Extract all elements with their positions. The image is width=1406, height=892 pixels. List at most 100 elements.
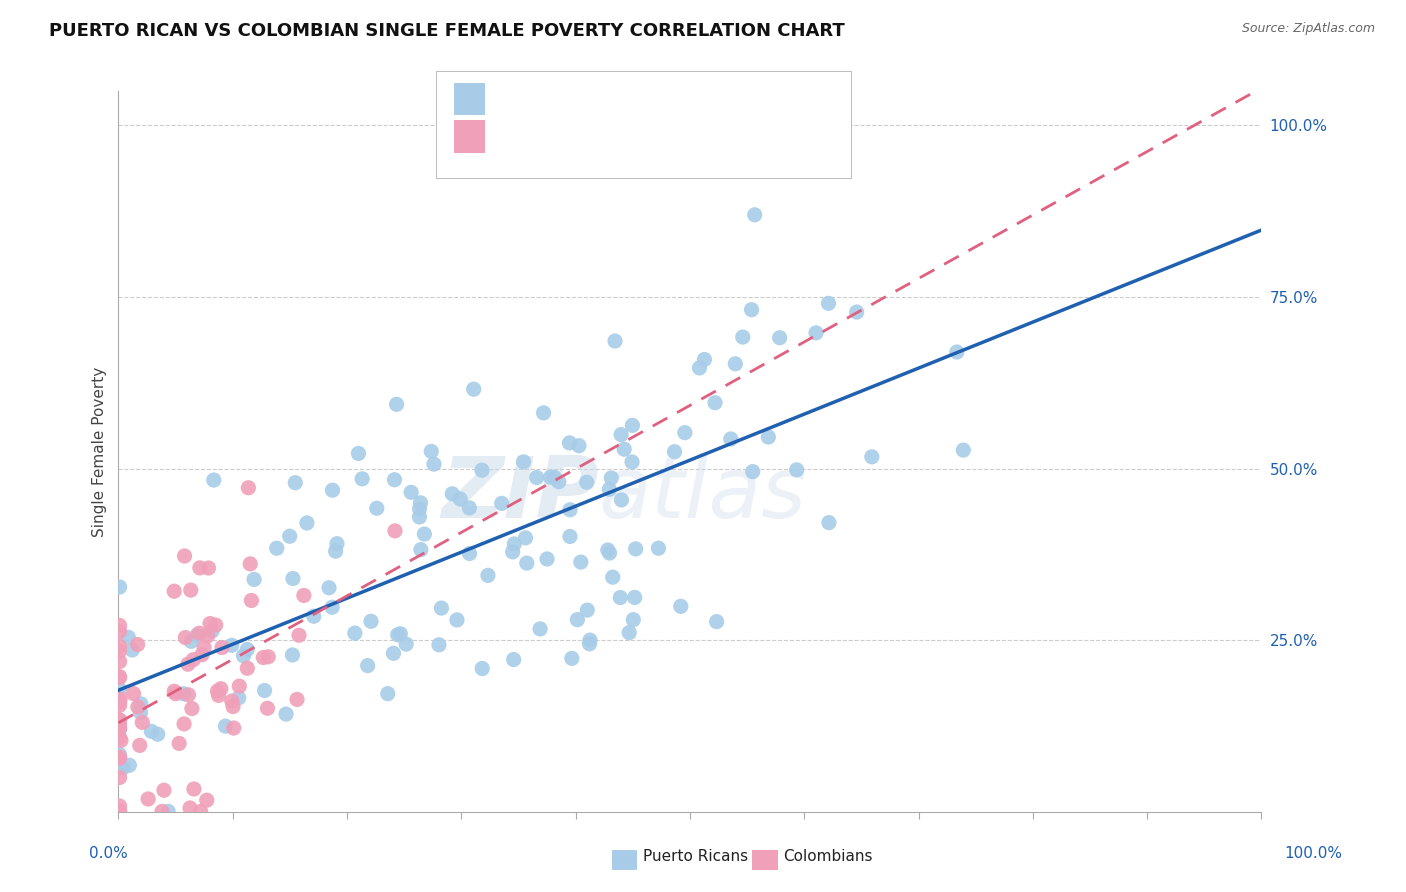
Point (669, 599, 692, 614)
Point (188, 561, 211, 575)
Point (181, 653, 204, 667)
Point (420, 444, 443, 458)
Point (108, 696, 131, 710)
Point (621, 455, 644, 469)
Point (610, 427, 633, 442)
Point (558, 529, 581, 543)
Text: Source: ZipAtlas.com: Source: ZipAtlas.com (1241, 22, 1375, 36)
Point (108, 713, 131, 727)
Point (352, 472, 374, 486)
Point (179, 801, 201, 815)
Point (173, 549, 195, 563)
Point (183, 782, 205, 797)
Point (274, 707, 297, 722)
Point (382, 646, 405, 660)
Point (318, 581, 340, 595)
Point (576, 603, 599, 617)
Text: PUERTO RICAN VS COLOMBIAN SINGLE FEMALE POVERTY CORRELATION CHART: PUERTO RICAN VS COLOMBIAN SINGLE FEMALE … (49, 22, 845, 40)
Point (408, 510, 430, 524)
Point (538, 470, 561, 484)
Point (458, 547, 481, 561)
Point (108, 751, 131, 765)
Point (688, 360, 710, 375)
Point (108, 760, 131, 774)
Point (174, 631, 197, 645)
Point (731, 330, 754, 344)
Point (108, 624, 131, 639)
Point (357, 658, 380, 673)
Point (579, 633, 602, 648)
Point (599, 546, 621, 560)
Point (207, 684, 229, 698)
Point (387, 628, 409, 642)
Point (408, 502, 430, 516)
Point (558, 436, 581, 450)
Point (430, 601, 453, 615)
Point (295, 516, 318, 530)
Point (602, 570, 624, 584)
Point (180, 583, 202, 598)
Point (491, 496, 513, 510)
Point (347, 446, 370, 460)
Point (502, 545, 524, 559)
Point (198, 616, 221, 631)
Point (108, 750, 131, 764)
Point (278, 529, 301, 543)
Point (399, 485, 422, 500)
Point (136, 792, 159, 806)
Point (326, 537, 349, 551)
Text: ZIP: ZIP (441, 453, 599, 536)
Point (190, 805, 212, 819)
Point (561, 651, 583, 665)
Point (228, 690, 250, 705)
Point (568, 439, 591, 453)
Point (197, 629, 219, 643)
Point (741, 465, 763, 479)
Point (567, 613, 589, 627)
Point (108, 618, 131, 632)
Point (146, 727, 169, 741)
Text: R = 0.732   N = 137: R = 0.732 N = 137 (492, 90, 689, 108)
Point (167, 736, 190, 750)
Point (325, 544, 347, 558)
Point (195, 793, 218, 807)
Point (232, 648, 254, 663)
Point (515, 531, 537, 545)
Point (377, 687, 399, 701)
Point (240, 593, 263, 607)
Point (108, 644, 131, 658)
Point (118, 758, 141, 772)
Point (239, 557, 262, 571)
Point (214, 719, 236, 733)
Point (117, 630, 139, 644)
Point (673, 425, 696, 440)
Point (256, 701, 278, 715)
Point (108, 747, 131, 762)
Point (281, 572, 304, 586)
Point (502, 652, 524, 666)
Point (197, 561, 219, 575)
Text: 100.0%: 100.0% (1285, 846, 1343, 861)
Point (427, 638, 450, 652)
Point (221, 638, 243, 652)
Point (163, 684, 186, 698)
Point (693, 352, 716, 367)
Point (536, 552, 558, 566)
Point (360, 615, 382, 629)
Point (343, 626, 366, 640)
Point (860, 450, 883, 464)
Y-axis label: Single Female Poverty: Single Female Poverty (93, 367, 107, 537)
Point (201, 624, 224, 638)
Point (108, 805, 131, 819)
Point (503, 537, 526, 551)
Point (108, 721, 131, 735)
Point (177, 657, 200, 672)
Point (157, 805, 180, 819)
Point (222, 721, 245, 735)
Point (384, 473, 406, 487)
Point (257, 649, 280, 664)
Point (129, 706, 152, 720)
Point (529, 622, 551, 636)
Point (209, 681, 232, 696)
Point (818, 516, 841, 530)
